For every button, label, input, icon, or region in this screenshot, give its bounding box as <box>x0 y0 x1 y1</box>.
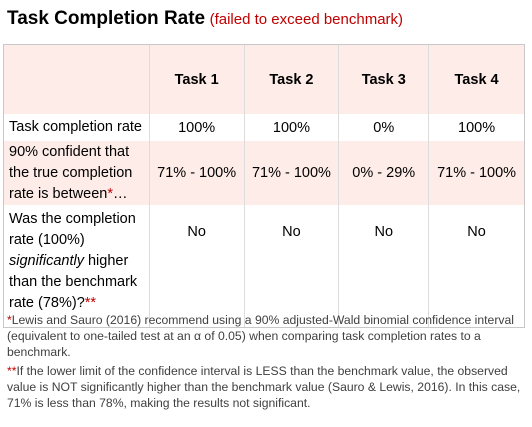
results-table: Task 1 Task 2 Task 3 Task 4 Task complet… <box>3 44 525 328</box>
footnote-marker: ** <box>84 295 97 311</box>
cell-value: No <box>338 205 429 328</box>
cell-value: 0% - 29% <box>338 141 429 205</box>
footnote-text: Lewis and Sauro (2016) recommend using a… <box>7 313 514 359</box>
cell-value: No <box>243 205 339 328</box>
row-label-after: higher than the benchmark rate (78%)? <box>9 253 138 311</box>
header-task-1: Task 1 <box>148 44 245 114</box>
cell-value: 100% <box>243 114 339 141</box>
footnote-text: If the lower limit of the confidence int… <box>7 364 521 410</box>
header-task-3: Task 3 <box>338 44 429 114</box>
row-label-italic: significantly <box>9 253 84 269</box>
table-row: 90% confident that the true completion r… <box>3 141 525 205</box>
header-empty-cell <box>3 44 150 114</box>
cell-value: 71% - 100% <box>243 141 339 205</box>
footnotes: *Lewis and Sauro (2016) recommend using … <box>7 312 522 414</box>
cell-value: 100% <box>148 114 245 141</box>
cell-value: 71% - 100% <box>428 141 525 205</box>
table-header-row: Task 1 Task 2 Task 3 Task 4 <box>3 44 525 114</box>
page-title: Task Completion Rate (failed to exceed b… <box>7 8 403 30</box>
row-label-confidence-interval: 90% confident that the true completion r… <box>3 141 150 205</box>
cell-value: 100% <box>428 114 525 141</box>
header-task-4: Task 4 <box>428 44 525 114</box>
title-subtitle: (failed to exceed benchmark) <box>209 11 404 28</box>
footnote-1: *Lewis and Sauro (2016) recommend using … <box>7 312 522 360</box>
row-label-ellipsis: … <box>113 185 128 202</box>
row-label-text: 90% confident that the true completion r… <box>9 143 133 202</box>
cell-value: 71% - 100% <box>148 141 245 205</box>
cell-value: No <box>428 205 525 328</box>
cell-value: 0% <box>338 114 429 141</box>
footnote-2: **If the lower limit of the confidence i… <box>7 363 522 411</box>
row-label-significance: Was the completion rate (100%) significa… <box>3 205 150 328</box>
cell-value: No <box>148 205 245 328</box>
footnote-marker: ** <box>7 364 17 378</box>
header-task-2: Task 2 <box>243 44 339 114</box>
table-row: Task completion rate 100% 100% 0% 100% <box>3 114 525 141</box>
footnote-marker: * <box>107 185 113 202</box>
table-row: Was the completion rate (100%) significa… <box>3 205 525 328</box>
row-label-before: Was the completion rate (100%) <box>9 211 136 248</box>
title-main: Task Completion Rate <box>7 8 206 29</box>
row-label-completion-rate: Task completion rate <box>3 114 150 141</box>
footnote-marker: * <box>7 313 12 327</box>
